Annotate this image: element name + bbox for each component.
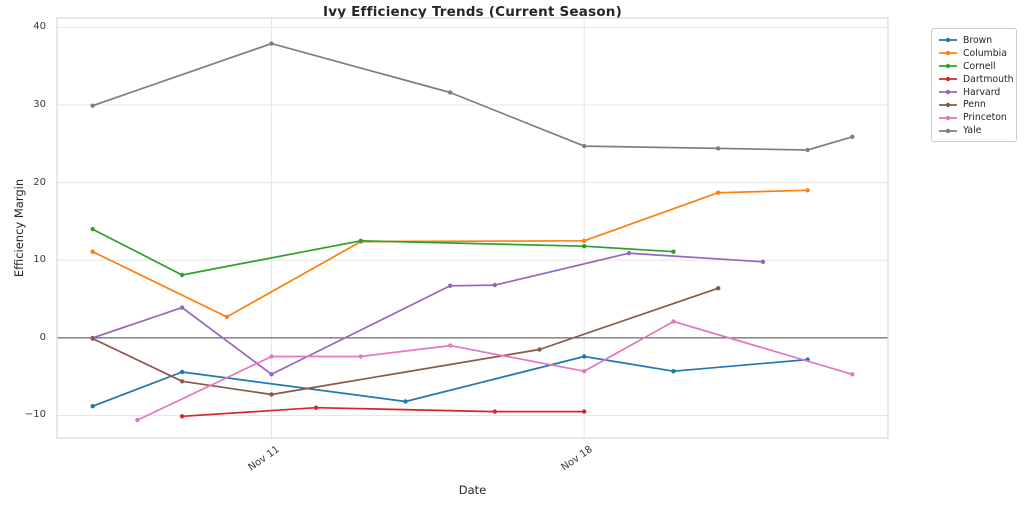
data-point-princeton: [850, 372, 855, 377]
data-point-harvard: [626, 251, 632, 256]
data-point-dartmouth: [492, 409, 497, 414]
y-tick-label: −10: [24, 409, 46, 421]
data-point-brown: [582, 354, 587, 359]
data-point-brown: [90, 404, 95, 409]
data-point-yale: [850, 134, 855, 139]
legend-line-icon: [939, 64, 957, 69]
data-point-dartmouth: [179, 414, 185, 419]
data-point-penn: [179, 379, 185, 384]
legend-line-icon: [939, 102, 957, 108]
legend-line-icon: [939, 89, 957, 95]
data-point-penn: [90, 336, 95, 341]
legend: Brown Columbia Cornell Dartmouth Harvard Penn…: [931, 28, 1017, 143]
series-line-brown: [91, 355, 809, 408]
data-point-cornell: [358, 238, 363, 243]
y-axis-label: Efficiency Margin: [12, 178, 26, 278]
data-point-harvard: [760, 259, 766, 264]
legend-label: Columbia: [963, 47, 1007, 59]
legend-item-harvard: Harvard: [938, 86, 1010, 99]
data-point-cornell: [179, 272, 185, 278]
data-point-columbia: [582, 238, 587, 243]
data-point-columbia: [90, 249, 95, 254]
legend-label: Dartmouth: [963, 73, 1014, 85]
data-point-dartmouth: [313, 405, 319, 410]
data-point-princeton: [448, 343, 453, 348]
data-point-princeton: [582, 369, 587, 374]
data-point-princeton: [671, 319, 676, 324]
y-tick-label: 10: [33, 254, 46, 266]
plot-border: [56, 17, 889, 439]
y-tick-label: 40: [33, 21, 46, 33]
data-point-cornell: [90, 227, 95, 232]
series-line-penn: [91, 287, 720, 396]
series-line-columbia: [91, 189, 809, 318]
data-point-harvard: [269, 372, 274, 377]
data-point-dartmouth: [582, 409, 587, 414]
data-point-penn: [716, 286, 721, 291]
legend-item-yale: Yale: [938, 124, 1010, 137]
data-point-yale: [90, 103, 95, 108]
data-point-yale: [582, 143, 587, 149]
data-point-harvard: [448, 283, 453, 288]
legend-line-icon: [939, 115, 957, 120]
series-line-princeton: [136, 320, 854, 421]
data-point-penn: [537, 347, 542, 352]
chart-title: Ivy Efficiency Trends (Current Season): [323, 4, 622, 20]
legend-line-icon: [939, 38, 957, 43]
data-point-princeton: [358, 354, 363, 359]
x-axis-label: Date: [458, 483, 487, 497]
legend-item-dartmouth: Dartmouth: [938, 73, 1014, 86]
data-point-yale: [805, 147, 810, 153]
legend-item-columbia: Columbia: [938, 47, 1010, 60]
legend-item-cornell: Cornell: [938, 60, 1010, 73]
series-line-yale: [91, 42, 854, 151]
legend-label: Penn: [963, 99, 986, 111]
legend-label: Harvard: [963, 86, 1001, 98]
data-point-yale: [448, 90, 453, 95]
y-tick-label: 20: [33, 176, 46, 188]
legend-line-icon: [939, 51, 957, 56]
data-point-brown: [179, 369, 185, 375]
data-point-brown: [403, 399, 408, 404]
legend-label: Cornell: [963, 60, 996, 72]
series-line-dartmouth: [181, 406, 586, 418]
legend-label: Princeton: [963, 112, 1007, 124]
legend-line-icon: [939, 128, 957, 133]
legend-item-princeton: Princeton: [938, 111, 1010, 124]
data-point-columbia: [716, 190, 721, 195]
series-line-harvard: [91, 252, 764, 376]
data-point-princeton: [135, 417, 140, 423]
data-point-cornell: [582, 244, 587, 249]
data-point-cornell: [671, 249, 676, 254]
data-point-brown: [671, 369, 676, 374]
data-point-yale: [269, 41, 274, 46]
data-point-columbia: [805, 188, 810, 193]
legend-line-icon: [939, 76, 957, 82]
legend-label: Yale: [963, 125, 982, 137]
data-point-harvard: [492, 282, 497, 288]
legend-item-penn: Penn: [938, 98, 1010, 111]
data-point-harvard: [179, 305, 185, 310]
data-point-penn: [269, 392, 274, 397]
legend-item-brown: Brown: [938, 34, 1010, 47]
y-tick-label: 30: [33, 98, 46, 110]
data-point-columbia: [224, 314, 229, 320]
series-line-cornell: [91, 228, 675, 276]
data-point-princeton: [269, 354, 274, 359]
legend-label: Brown: [963, 34, 993, 46]
data-point-yale: [716, 146, 721, 151]
y-tick-label: 0: [39, 331, 46, 343]
